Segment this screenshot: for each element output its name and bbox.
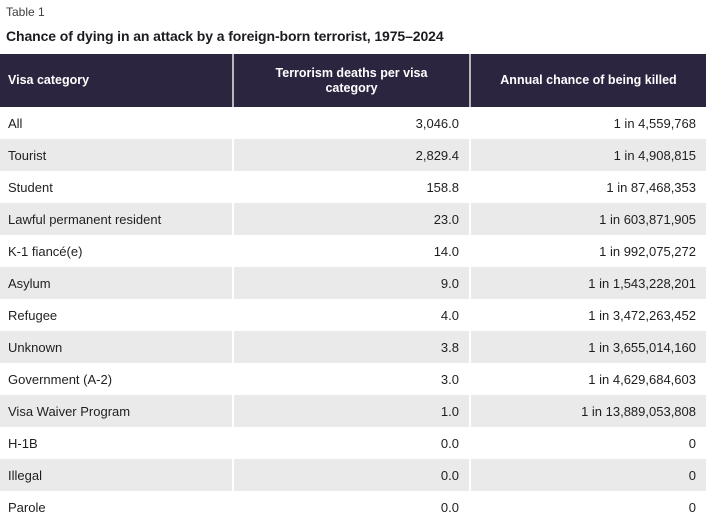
table-row: Student 158.8 1 in 87,468,353: [0, 171, 706, 203]
table-body: All 3,046.0 1 in 4,559,768 Tourist 2,829.4 1 …: [0, 107, 706, 523]
deaths-cell: 0.0: [232, 427, 470, 459]
deaths-cell: 9.0: [232, 267, 470, 299]
visa-category-cell: Visa Waiver Program: [0, 395, 233, 427]
visa-category-cell: Illegal: [0, 459, 233, 491]
visa-category-cell: K-1 fiancé(e): [0, 235, 233, 267]
annual-chance-cell: 0: [469, 459, 706, 491]
annual-chance-cell: 1 in 1,543,228,201: [469, 267, 706, 299]
deaths-cell: 14.0: [232, 235, 470, 267]
deaths-cell: 23.0: [232, 203, 470, 235]
table-row: K-1 fiancé(e) 14.0 1 in 992,075,272: [0, 235, 706, 267]
annual-chance-cell: 0: [469, 427, 706, 459]
annual-chance-cell: 1 in 87,468,353: [469, 171, 706, 203]
table-row: Asylum 9.0 1 in 1,543,228,201: [0, 267, 706, 299]
visa-category-cell: Student: [0, 171, 233, 203]
annual-chance-cell: 0: [469, 491, 706, 523]
visa-terrorism-table: Visa category Terrorism deaths per visa …: [0, 54, 706, 523]
annual-chance-cell: 1 in 3,655,014,160: [469, 331, 706, 363]
annual-chance-cell: 1 in 4,908,815: [469, 139, 706, 171]
deaths-cell: 3,046.0: [232, 107, 470, 139]
header-row: Visa category Terrorism deaths per visa …: [0, 54, 706, 107]
table-header: Visa category Terrorism deaths per visa …: [0, 54, 706, 107]
deaths-cell: 158.8: [232, 171, 470, 203]
table-row: All 3,046.0 1 in 4,559,768: [0, 107, 706, 139]
deaths-cell: 0.0: [232, 459, 470, 491]
visa-category-cell: Unknown: [0, 331, 233, 363]
annual-chance-cell: 1 in 4,629,684,603: [469, 363, 706, 395]
table-row: Lawful permanent resident 23.0 1 in 603,87…: [0, 203, 706, 235]
table-row: Parole 0.0 0: [0, 491, 706, 523]
annual-chance-cell: 1 in 3,472,263,452: [469, 299, 706, 331]
visa-category-cell: Asylum: [0, 267, 233, 299]
table-number-label: Table 1: [6, 5, 45, 19]
table-row: Unknown 3.8 1 in 3,655,014,160: [0, 331, 706, 363]
deaths-cell: 2,829.4: [232, 139, 470, 171]
table-row: Refugee 4.0 1 in 3,472,263,452: [0, 299, 706, 331]
visa-category-cell: Refugee: [0, 299, 233, 331]
table-title: Chance of dying in an attack by a foreig…: [6, 28, 444, 44]
deaths-cell: 1.0: [232, 395, 470, 427]
header-terrorism-deaths: Terrorism deaths per visa category: [232, 54, 470, 107]
annual-chance-cell: 1 in 4,559,768: [469, 107, 706, 139]
visa-category-cell: Parole: [0, 491, 233, 523]
annual-chance-cell: 1 in 13,889,053,808: [469, 395, 706, 427]
visa-category-cell: Tourist: [0, 139, 233, 171]
visa-category-cell: Government (A-2): [0, 363, 233, 395]
visa-category-cell: Lawful permanent resident: [0, 203, 233, 235]
visa-category-cell: H-1B: [0, 427, 233, 459]
table-row: Government (A-2) 3.0 1 in 4,629,684,603: [0, 363, 706, 395]
deaths-cell: 4.0: [232, 299, 470, 331]
header-annual-chance: Annual chance of being killed: [469, 54, 706, 107]
annual-chance-cell: 1 in 603,871,905: [469, 203, 706, 235]
table-row: Tourist 2,829.4 1 in 4,908,815: [0, 139, 706, 171]
deaths-cell: 3.0: [232, 363, 470, 395]
deaths-cell: 0.0: [232, 491, 470, 523]
annual-chance-cell: 1 in 992,075,272: [469, 235, 706, 267]
visa-category-cell: All: [0, 107, 233, 139]
deaths-cell: 3.8: [232, 331, 470, 363]
table-row: Visa Waiver Program 1.0 1 in 13,889,053,80…: [0, 395, 706, 427]
table-row: H-1B 0.0 0: [0, 427, 706, 459]
header-visa-category: Visa category: [0, 54, 233, 107]
table-row: Illegal 0.0 0: [0, 459, 706, 491]
